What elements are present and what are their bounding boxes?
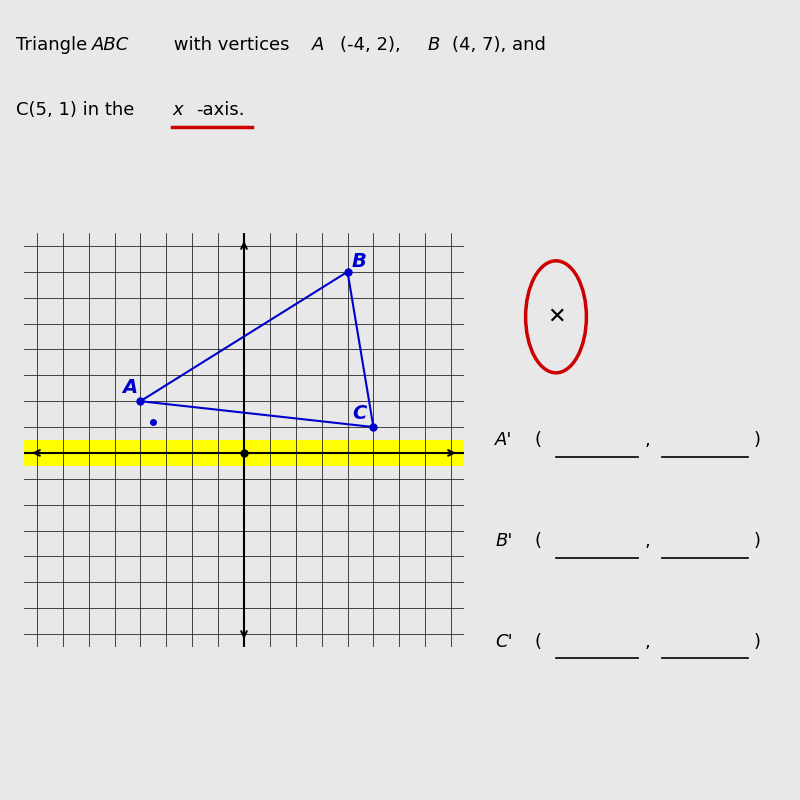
Bar [24,440,464,466]
Text: (-4, 2),: (-4, 2), [340,36,406,54]
Text: ): ) [754,532,761,550]
Text: ABC: ABC [92,36,130,54]
Text: ✕: ✕ [546,306,566,326]
Text: -axis.: -axis. [196,101,245,118]
Text: with vertices: with vertices [168,36,295,54]
Text: A': A' [495,431,513,449]
Text: C': C' [495,633,513,650]
Text: (: ( [534,532,542,550]
Text: x: x [172,101,182,118]
Text: ): ) [754,633,761,650]
Text: B: B [428,36,440,54]
Text: (4, 7), and: (4, 7), and [452,36,546,54]
Text: Triangle: Triangle [16,36,93,54]
Text: C: C [353,404,367,423]
Text: B': B' [495,532,513,550]
Text: (: ( [534,633,542,650]
Text: A: A [312,36,324,54]
Text: C(5, 1) in the: C(5, 1) in the [16,101,140,118]
Text: ): ) [754,431,761,449]
Text: ,: , [644,633,650,650]
Text: A: A [122,378,138,398]
Text: ,: , [644,532,650,550]
Text: ,: , [644,431,650,449]
Text: B: B [351,251,366,270]
Text: (: ( [534,431,542,449]
